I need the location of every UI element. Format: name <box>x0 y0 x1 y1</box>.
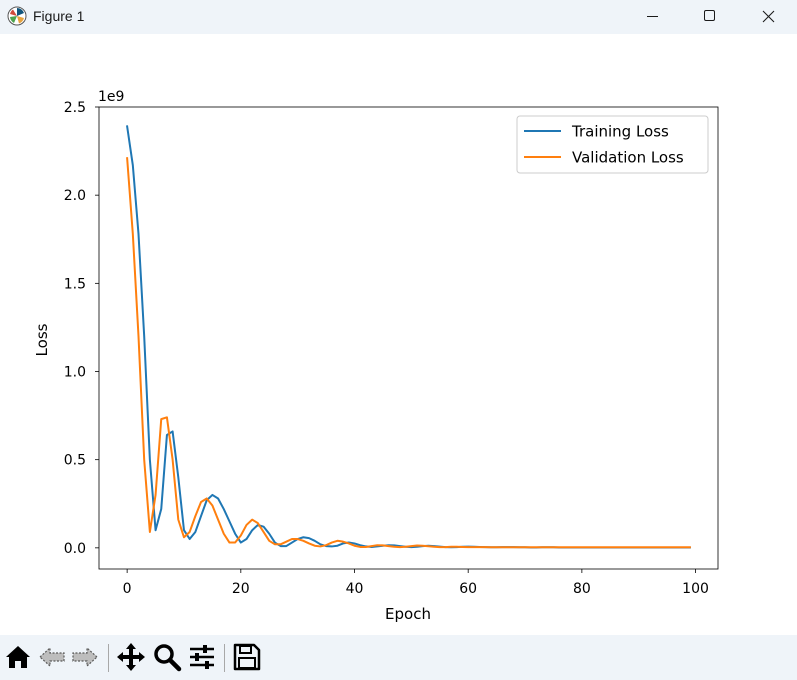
y-axis-label: Loss <box>33 323 51 356</box>
legend-label-training: Training Loss <box>571 123 669 141</box>
zoom-icon <box>154 644 182 672</box>
x-tick-label: 40 <box>346 581 364 597</box>
plot-frame <box>98 106 719 570</box>
x-axis: 0 20 40 60 80 100 <box>123 569 709 597</box>
home-icon <box>6 646 30 668</box>
x-tick-label: 80 <box>573 581 591 597</box>
navigation-toolbar <box>0 635 797 680</box>
series-lines <box>126 125 691 549</box>
maximize-icon <box>704 10 715 21</box>
x-axis-label: Epoch <box>385 605 431 623</box>
y-tick-label: 1.5 <box>64 276 86 292</box>
x-tick-label: 20 <box>232 581 250 597</box>
forward-icon <box>72 646 98 668</box>
legend-box <box>516 115 709 174</box>
y-axis: 0.0 0.5 1.0 1.5 2.0 2.5 <box>64 100 99 557</box>
series-line-validation-loss <box>126 157 691 549</box>
legend: Training Loss Validation Loss <box>516 115 709 174</box>
x-tick-label: 0 <box>123 581 132 597</box>
loss-chart: 0 20 40 60 80 100 0.0 0.5 1.0 1.5 2.0 2.5 1e9 Epoc… <box>33 89 719 623</box>
y-offset-text: 1e9 <box>98 89 124 105</box>
plot-area <box>99 107 718 569</box>
y-tick-label: 2.5 <box>64 100 86 116</box>
pan-icon <box>117 643 145 671</box>
zoom-button[interactable] <box>152 642 182 672</box>
y-tick-label: 0.0 <box>64 541 86 557</box>
back-button[interactable] <box>37 642 67 672</box>
window-title: Figure 1 <box>33 8 85 24</box>
figure-canvas[interactable]: 0 20 40 60 80 100 0.0 0.5 1.0 1.5 2.0 2.5 1e9 Epoc… <box>0 34 797 635</box>
forward-button[interactable] <box>70 642 100 672</box>
back-icon <box>39 646 65 668</box>
window-title-bar: Figure 1 <box>0 0 797 34</box>
y-tick-label: 0.5 <box>64 453 86 469</box>
toolbar-separator <box>108 644 109 672</box>
maximize-button[interactable] <box>681 0 739 34</box>
toolbar-separator <box>224 644 225 672</box>
configure-subplots-button[interactable] <box>187 642 217 672</box>
x-tick-label: 100 <box>682 581 709 597</box>
home-button[interactable] <box>3 642 33 672</box>
minimize-button[interactable] <box>623 0 681 34</box>
y-tick-label: 2.0 <box>64 188 86 204</box>
x-tick-label: 60 <box>459 581 477 597</box>
minimize-icon <box>647 16 658 17</box>
save-button[interactable] <box>232 642 262 672</box>
configure-subplots-icon <box>190 645 214 669</box>
matplotlib-logo-icon <box>7 6 27 26</box>
close-button[interactable] <box>739 0 797 34</box>
pan-button[interactable] <box>116 642 146 672</box>
y-tick-label: 1.0 <box>64 365 86 381</box>
save-icon <box>233 643 261 671</box>
legend-label-validation: Validation Loss <box>572 149 684 167</box>
close-icon <box>762 10 775 23</box>
